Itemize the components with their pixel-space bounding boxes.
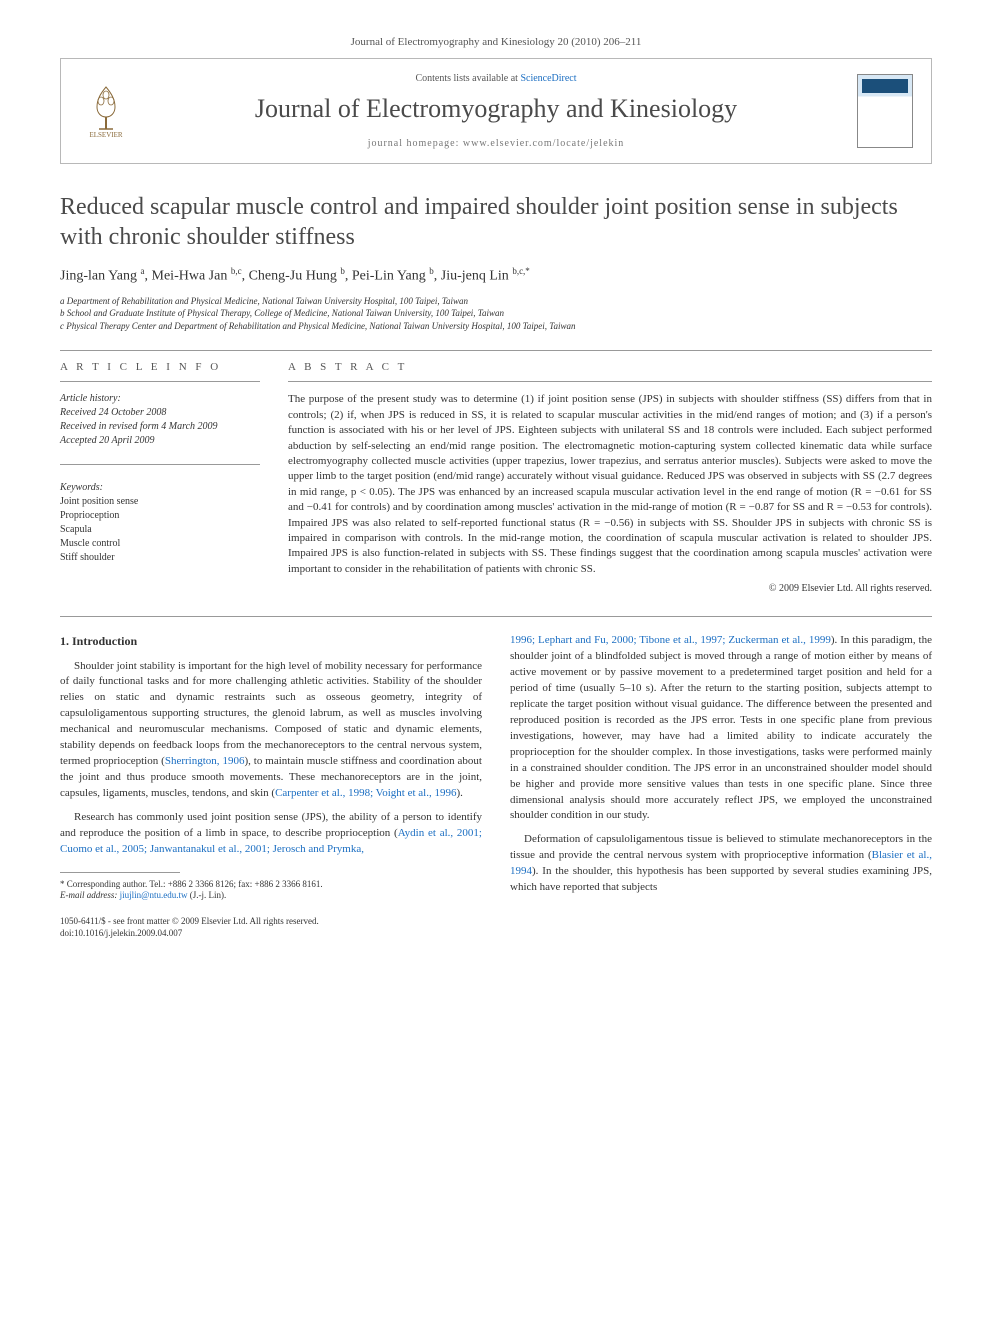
column-right: 1996; Lephart and Fu, 2000; Tibone et al…: [510, 633, 932, 939]
affiliation-b: b School and Graduate Institute of Physi…: [60, 307, 932, 320]
journal-panel-center: Contents lists available at ScienceDirec…: [149, 73, 843, 149]
sciencedirect-link[interactable]: ScienceDirect: [520, 73, 576, 84]
intro-heading: 1. Introduction: [60, 633, 482, 650]
divider: [60, 350, 932, 351]
abstract-copyright: © 2009 Elsevier Ltd. All rights reserved…: [288, 583, 932, 594]
text-run: ).: [456, 787, 462, 799]
divider: [60, 381, 260, 382]
footnote-email-label: E-mail address:: [60, 890, 117, 900]
front-matter-line: 1050-6411/$ - see front matter © 2009 El…: [60, 916, 482, 939]
footnote-email-line: E-mail address: jiujlin@ntu.edu.tw (J.-j…: [60, 890, 482, 902]
history-accepted: Accepted 20 April 2009: [60, 434, 260, 448]
intro-paragraph-3: Deformation of capsuloligamentous tissue…: [510, 832, 932, 896]
contents-prefix: Contents lists available at: [415, 73, 520, 84]
citation-link[interactable]: 1996; Lephart and Fu, 2000; Tibone et al…: [510, 634, 831, 646]
abstract-text: The purpose of the present study was to …: [288, 392, 932, 577]
corresponding-author-footnote: * Corresponding author. Tel.: +886 2 336…: [60, 879, 482, 902]
contents-line: Contents lists available at ScienceDirec…: [149, 73, 843, 84]
affiliations: a Department of Rehabilitation and Physi…: [60, 295, 932, 333]
svg-text:ELSEVIER: ELSEVIER: [89, 131, 122, 139]
citation-link[interactable]: Carpenter et al., 1998; Voight et al., 1…: [275, 787, 456, 799]
divider: [288, 381, 932, 382]
front-matter-1: 1050-6411/$ - see front matter © 2009 El…: [60, 916, 482, 928]
text-run: ). In the shoulder, this hypothesis has …: [510, 865, 932, 893]
homepage-prefix: journal homepage:: [368, 138, 463, 149]
column-left: 1. Introduction Shoulder joint stability…: [60, 633, 482, 939]
footnote-divider: [60, 872, 180, 873]
elsevier-tree-icon: ELSEVIER: [79, 79, 133, 139]
email-link[interactable]: jiujlin@ntu.edu.tw: [120, 890, 188, 900]
footnote-corr: * Corresponding author. Tel.: +886 2 336…: [60, 879, 482, 891]
journal-cover-icon: [857, 74, 913, 148]
text-run: Shoulder joint stability is important fo…: [60, 660, 482, 768]
keyword: Stiff shoulder: [60, 551, 260, 565]
intro-paragraph-2b: 1996; Lephart and Fu, 2000; Tibone et al…: [510, 633, 932, 824]
keyword: Scapula: [60, 523, 260, 537]
publisher-logo-slot: ELSEVIER: [79, 79, 149, 144]
keyword: Proprioception: [60, 509, 260, 523]
cover-thumb-slot: [843, 74, 913, 148]
divider: [60, 464, 260, 465]
text-run: ). In this paradigm, the shoulder joint …: [510, 634, 932, 821]
homepage-url: www.elsevier.com/locate/jelekin: [463, 138, 624, 149]
keywords-label: Keywords:: [60, 481, 260, 495]
info-row: A R T I C L E I N F O Article history: R…: [60, 361, 932, 594]
history-received: Received 24 October 2008: [60, 406, 260, 420]
authors-line: Jing-lan Yang a, Mei-Hwa Jan b,c, Cheng-…: [60, 266, 932, 285]
intro-paragraph-1: Shoulder joint stability is important fo…: [60, 659, 482, 802]
footnote-email-person: (J.-j. Lin).: [190, 890, 227, 900]
affiliation-c: c Physical Therapy Center and Department…: [60, 320, 932, 333]
journal-name: Journal of Electromyography and Kinesiol…: [149, 94, 843, 124]
body-columns: 1. Introduction Shoulder joint stability…: [60, 633, 932, 939]
divider: [60, 616, 932, 617]
citation-link[interactable]: Sherrington, 1906: [165, 755, 245, 767]
affiliation-a: a Department of Rehabilitation and Physi…: [60, 295, 932, 308]
article-info-label: A R T I C L E I N F O: [60, 361, 260, 373]
journal-panel: ELSEVIER Contents lists available at Sci…: [60, 58, 932, 164]
abstract-label: A B S T R A C T: [288, 361, 932, 373]
history-label: Article history:: [60, 392, 260, 406]
keywords-block: Keywords: Joint position sense Proprioce…: [60, 481, 260, 565]
article-history: Article history: Received 24 October 200…: [60, 392, 260, 448]
intro-paragraph-2a: Research has commonly used joint positio…: [60, 810, 482, 858]
keyword: Muscle control: [60, 537, 260, 551]
abstract-block: A B S T R A C T The purpose of the prese…: [288, 361, 932, 594]
running-header: Journal of Electromyography and Kinesiol…: [60, 36, 932, 48]
history-revised: Received in revised form 4 March 2009: [60, 420, 260, 434]
homepage-line: journal homepage: www.elsevier.com/locat…: [149, 138, 843, 149]
article-title: Reduced scapular muscle control and impa…: [60, 192, 932, 252]
keyword: Joint position sense: [60, 495, 260, 509]
article-info-block: A R T I C L E I N F O Article history: R…: [60, 361, 260, 594]
doi-line: doi:10.1016/j.jelekin.2009.04.007: [60, 928, 482, 940]
text-run: Deformation of capsuloligamentous tissue…: [510, 833, 932, 861]
